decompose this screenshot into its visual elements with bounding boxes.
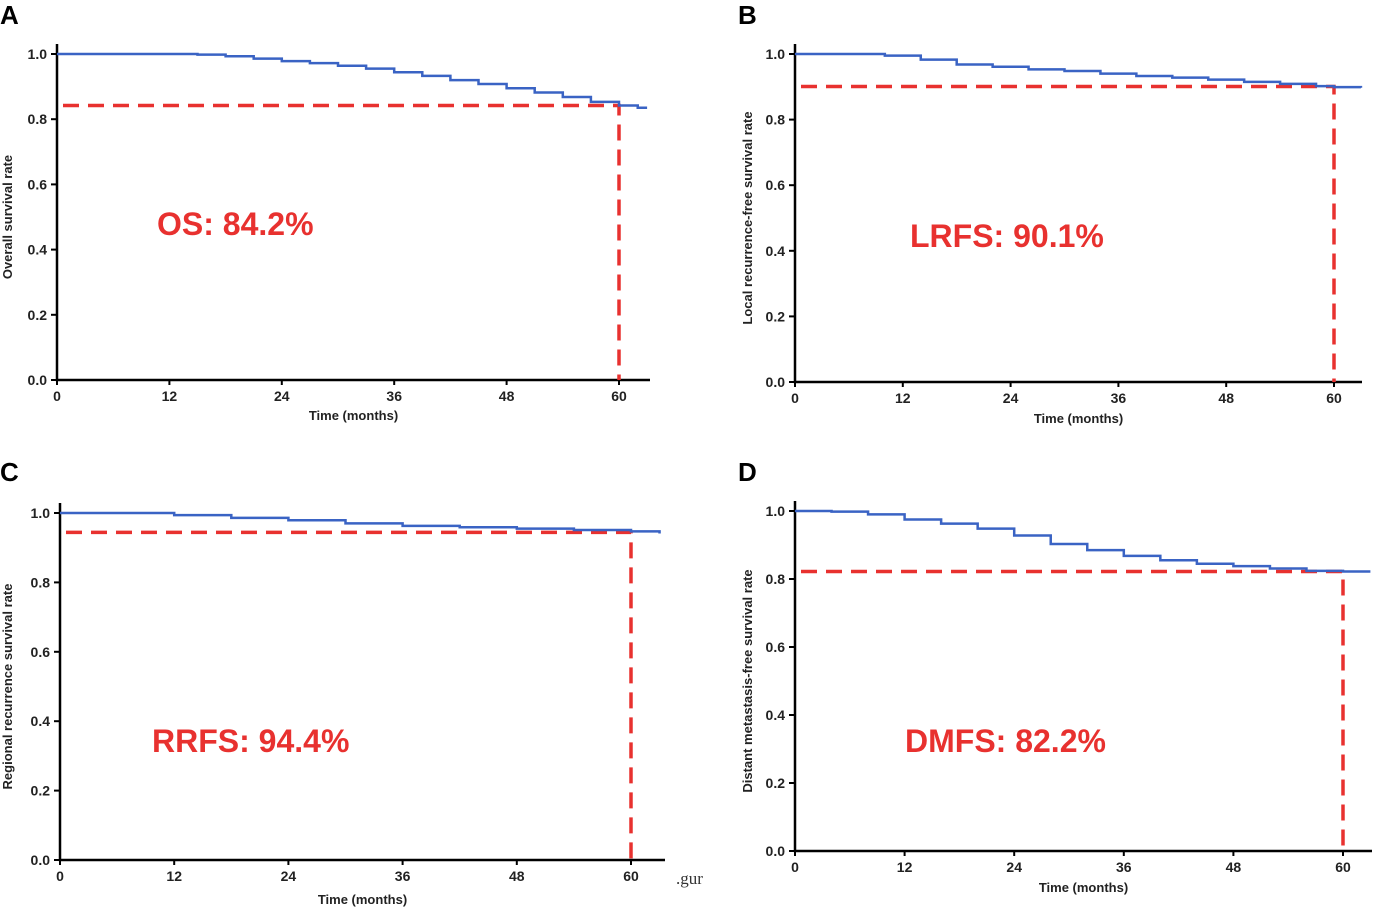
x-tick-label: 60: [611, 388, 627, 404]
x-tick-label: 36: [395, 868, 411, 884]
y-tick-label: 0.0: [28, 372, 48, 388]
x-axis-title: Time (months): [318, 892, 407, 907]
x-tick-label: 12: [897, 859, 913, 875]
rate-annotation: RRFS: 94.4%: [152, 723, 349, 759]
y-tick-label: 0.4: [766, 707, 786, 723]
y-tick-label: 0.4: [31, 713, 51, 729]
x-tick-label: 24: [281, 868, 297, 884]
x-tick-label: 60: [1326, 390, 1342, 406]
panel-letter: C: [0, 457, 19, 487]
y-tick-label: 0.0: [766, 843, 786, 859]
x-tick-label: 48: [1226, 859, 1242, 875]
y-axis-title: Local recurrence-free survival rate: [740, 111, 755, 324]
x-tick-label: 12: [166, 868, 182, 884]
x-tick-label: 60: [1335, 859, 1351, 875]
y-tick-label: 0.0: [31, 852, 51, 868]
y-tick-label: 0.6: [766, 639, 786, 655]
y-axis-title: Distant metastasis-free survival rate: [740, 569, 755, 792]
survival-curve: [795, 509, 1371, 573]
survival-curve: [57, 52, 648, 110]
y-tick-label: 0.6: [31, 644, 51, 660]
survival-curve: [60, 511, 661, 534]
panel-letter: A: [0, 0, 19, 30]
x-tick-label: 48: [1218, 390, 1234, 406]
x-tick-label: 36: [1111, 390, 1127, 406]
x-tick-label: 60: [623, 868, 639, 884]
axes: [55, 44, 650, 382]
y-tick-label: 0.2: [766, 775, 786, 791]
y-tick-label: 1.0: [766, 503, 786, 519]
y-axis-title: Regional recurrence survival rate: [0, 584, 15, 790]
axes: [58, 503, 665, 862]
y-tick-label: 0.0: [766, 374, 786, 390]
axes: [793, 44, 1362, 384]
panel-letter: D: [738, 457, 757, 487]
reference-line: [63, 103, 621, 380]
x-tick-label: 0: [53, 388, 61, 404]
y-tick-label: 1.0: [28, 46, 48, 62]
y-tick-label: 1.0: [766, 46, 786, 62]
x-axis-title: Time (months): [309, 408, 398, 423]
panel-a: A 0.0 0.2 0.4 0.6 0.8 1.0 0 12 24 36 48 60 Time (mont…: [0, 0, 650, 423]
panel-c: C 0.0 0.2 0.4 0.6 0.8 1.0 0 12 24 36 48 60 Time (mont…: [0, 457, 665, 907]
y-tick-label: 0.2: [766, 308, 786, 324]
rate-annotation: LRFS: 90.1%: [910, 218, 1104, 254]
x-axis-title: Time (months): [1034, 411, 1123, 426]
y-tick-label: 0.6: [28, 176, 48, 192]
x-tick-label: 36: [1116, 859, 1132, 875]
x-tick-label: 0: [791, 390, 799, 406]
reference-line: [801, 569, 1345, 851]
rate-annotation: OS: 84.2%: [157, 206, 314, 242]
x-tick-label: 36: [386, 388, 402, 404]
x-tick-label: 12: [162, 388, 178, 404]
y-tick-label: 1.0: [31, 505, 51, 521]
y-tick-label: 0.8: [766, 112, 786, 128]
x-tick-label: 48: [499, 388, 515, 404]
y-tick-label: 0.2: [28, 307, 48, 323]
x-tick-label: 0: [56, 868, 64, 884]
y-tick-label: 0.8: [28, 111, 48, 127]
y-tick-label: 0.6: [766, 177, 786, 193]
x-tick-label: 48: [509, 868, 525, 884]
survival-curve: [795, 52, 1363, 89]
x-tick-label: 0: [791, 859, 799, 875]
x-axis-title: Time (months): [1039, 880, 1128, 895]
panel-d: D 0.0 0.2 0.4 0.6 0.8 1.0 0 12 24 36 48 60 Time (mont…: [738, 457, 1372, 895]
y-tick-label: 0.8: [766, 571, 786, 587]
x-tick-label: 24: [274, 388, 290, 404]
y-tick-label: 0.2: [31, 783, 51, 799]
y-tick-label: 0.4: [28, 242, 48, 258]
y-tick-label: 0.8: [31, 574, 51, 590]
panel-b: B 0.0 0.2 0.4 0.6 0.8 1.0 0 12 24 36 48 60 Time (mont…: [738, 0, 1363, 426]
x-tick-label: 12: [895, 390, 911, 406]
x-tick-label: 24: [1003, 390, 1019, 406]
y-tick-label: 0.4: [766, 243, 786, 259]
rate-annotation: DMFS: 82.2%: [905, 723, 1106, 759]
stray-text: .gur: [676, 869, 703, 888]
axes: [793, 501, 1372, 853]
panel-letter: B: [738, 0, 757, 30]
reference-line: [66, 530, 633, 860]
y-axis-title: Overall survival rate: [0, 155, 15, 279]
x-tick-label: 24: [1006, 859, 1022, 875]
